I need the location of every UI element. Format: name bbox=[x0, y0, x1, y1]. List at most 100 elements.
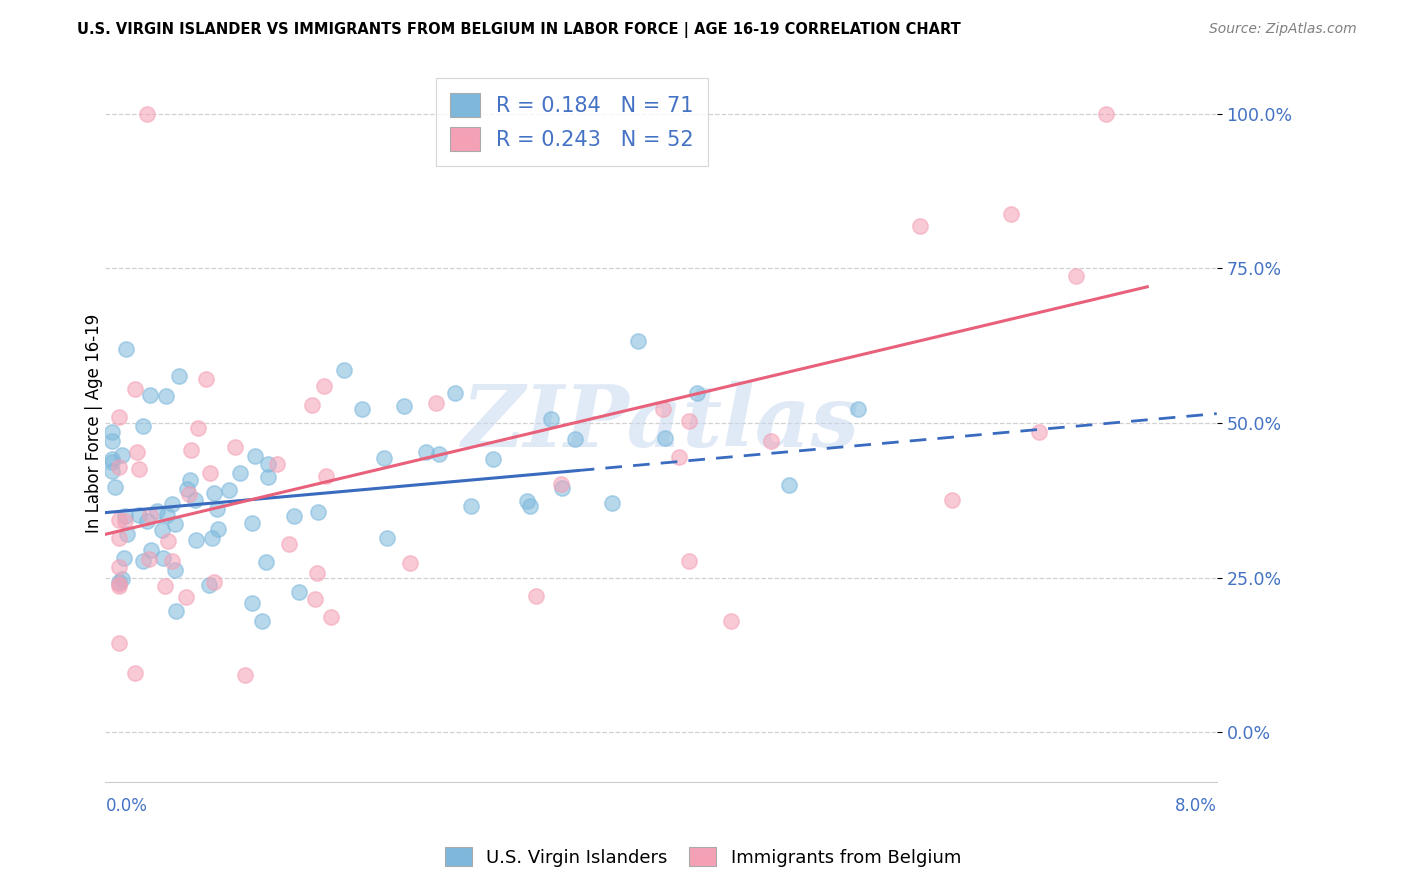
Point bbox=[114, 514, 136, 528]
Point bbox=[415, 445, 437, 459]
Point bbox=[283, 509, 305, 524]
Point bbox=[187, 421, 209, 435]
Point bbox=[108, 574, 131, 589]
Point bbox=[136, 106, 159, 120]
Point bbox=[163, 516, 186, 531]
Point bbox=[375, 531, 398, 545]
Point bbox=[198, 467, 221, 481]
Point bbox=[179, 473, 201, 487]
Point bbox=[160, 554, 183, 568]
Point bbox=[564, 432, 586, 446]
Point bbox=[240, 596, 263, 610]
Point bbox=[678, 414, 700, 428]
Point bbox=[111, 572, 134, 586]
Point bbox=[101, 451, 124, 466]
Point bbox=[115, 526, 138, 541]
Point bbox=[540, 412, 562, 426]
Point bbox=[307, 566, 329, 580]
Point bbox=[195, 372, 218, 386]
Point bbox=[124, 666, 146, 681]
Point bbox=[307, 505, 329, 519]
Point bbox=[444, 386, 467, 401]
Point bbox=[256, 469, 278, 483]
Point bbox=[266, 457, 288, 471]
Point bbox=[110, 448, 132, 462]
Point bbox=[319, 610, 342, 624]
Point bbox=[848, 402, 870, 417]
Point bbox=[392, 399, 415, 413]
Point bbox=[135, 514, 157, 528]
Point bbox=[183, 492, 205, 507]
Point bbox=[229, 467, 252, 481]
Point bbox=[207, 523, 229, 537]
Point bbox=[233, 668, 256, 682]
Point bbox=[186, 533, 208, 548]
Point bbox=[112, 551, 135, 566]
Point bbox=[108, 578, 131, 592]
Point bbox=[138, 508, 160, 523]
Point bbox=[114, 508, 136, 523]
Point bbox=[179, 487, 201, 501]
Point bbox=[101, 434, 124, 449]
Point bbox=[301, 398, 323, 412]
Point bbox=[176, 482, 198, 496]
Point bbox=[250, 614, 273, 628]
Point bbox=[654, 431, 676, 445]
Point bbox=[138, 387, 160, 401]
Point bbox=[218, 483, 240, 497]
Point bbox=[778, 477, 800, 491]
Point bbox=[125, 445, 148, 459]
Point bbox=[101, 464, 124, 478]
Point bbox=[288, 585, 311, 599]
Point bbox=[108, 460, 131, 475]
Point bbox=[163, 563, 186, 577]
Point bbox=[108, 577, 131, 591]
Point bbox=[240, 516, 263, 531]
Point bbox=[1064, 268, 1087, 283]
Text: U.S. VIRGIN ISLANDER VS IMMIGRANTS FROM BELGIUM IN LABOR FORCE | AGE 16-19 CORRE: U.S. VIRGIN ISLANDER VS IMMIGRANTS FROM … bbox=[77, 22, 962, 38]
Point bbox=[315, 468, 337, 483]
Point bbox=[373, 450, 395, 465]
Point bbox=[108, 559, 131, 574]
Point bbox=[115, 342, 138, 356]
Point bbox=[1028, 425, 1050, 440]
Point bbox=[254, 555, 277, 569]
Point bbox=[176, 590, 198, 604]
Point bbox=[198, 577, 221, 591]
Y-axis label: In Labor Force | Age 16-19: In Labor Force | Age 16-19 bbox=[86, 313, 103, 533]
Point bbox=[152, 550, 174, 565]
Point bbox=[551, 481, 574, 495]
Text: Source: ZipAtlas.com: Source: ZipAtlas.com bbox=[1209, 22, 1357, 37]
Legend: R = 0.184   N = 71, R = 0.243   N = 52: R = 0.184 N = 71, R = 0.243 N = 52 bbox=[436, 78, 709, 166]
Point bbox=[124, 382, 146, 396]
Point bbox=[332, 363, 354, 377]
Point bbox=[167, 369, 190, 384]
Point bbox=[524, 589, 547, 603]
Point bbox=[108, 409, 131, 424]
Point bbox=[155, 389, 177, 403]
Point bbox=[482, 452, 505, 467]
Point bbox=[180, 442, 202, 457]
Point bbox=[201, 531, 224, 545]
Point bbox=[516, 494, 538, 508]
Point bbox=[128, 462, 150, 476]
Point bbox=[425, 396, 447, 410]
Point bbox=[139, 543, 162, 558]
Point bbox=[720, 614, 742, 628]
Point bbox=[160, 496, 183, 510]
Point bbox=[668, 450, 690, 464]
Point bbox=[600, 496, 623, 510]
Point bbox=[101, 425, 124, 439]
Point bbox=[1000, 207, 1022, 221]
Point bbox=[519, 499, 541, 513]
Point bbox=[108, 512, 131, 526]
Point bbox=[101, 455, 124, 469]
Point bbox=[686, 385, 709, 400]
Point bbox=[108, 635, 131, 649]
Point bbox=[132, 418, 155, 433]
Point bbox=[146, 504, 169, 518]
Point bbox=[627, 334, 650, 349]
Point bbox=[312, 379, 335, 393]
Point bbox=[157, 533, 180, 548]
Point bbox=[256, 457, 278, 471]
